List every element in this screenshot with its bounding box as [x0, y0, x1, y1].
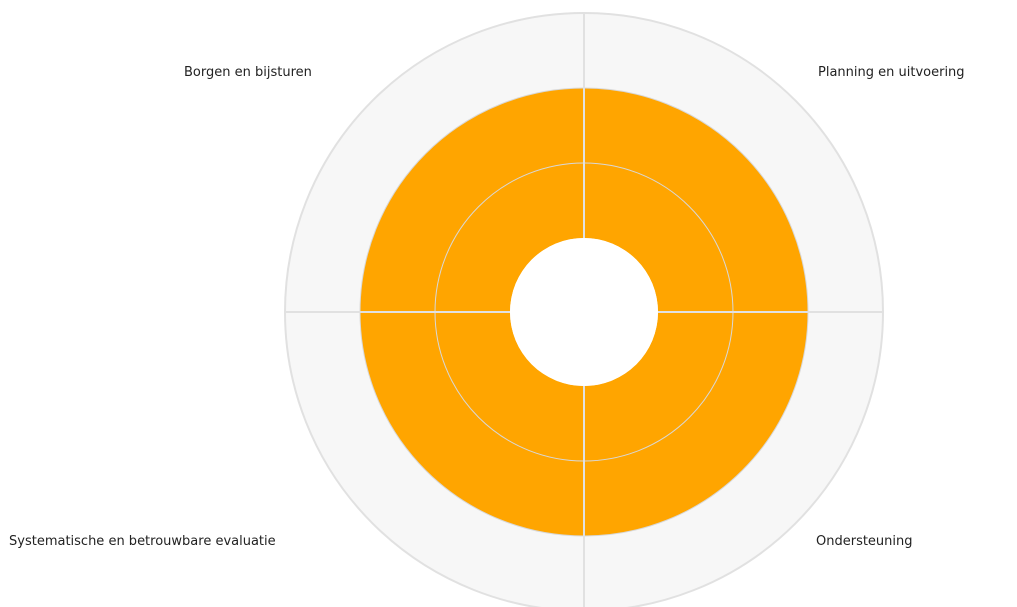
inner-hole: [510, 238, 658, 386]
category-label-planning-en-uitvoering: Planning en uitvoering: [818, 65, 965, 80]
sector-ondersteuning: [584, 312, 808, 536]
category-label-systematische-en-betrouwbare-evaluatie: Systematische en betrouwbare evaluatie: [9, 534, 276, 549]
category-label-borgen-en-bijsturen: Borgen en bijsturen: [184, 65, 312, 80]
sector-systematische-en-betrouwbare-evaluatie: [360, 312, 584, 536]
category-label-ondersteuning: Ondersteuning: [816, 534, 913, 549]
sector-planning-en-uitvoering: [584, 88, 808, 312]
sector-borgen-en-bijsturen: [360, 88, 584, 312]
